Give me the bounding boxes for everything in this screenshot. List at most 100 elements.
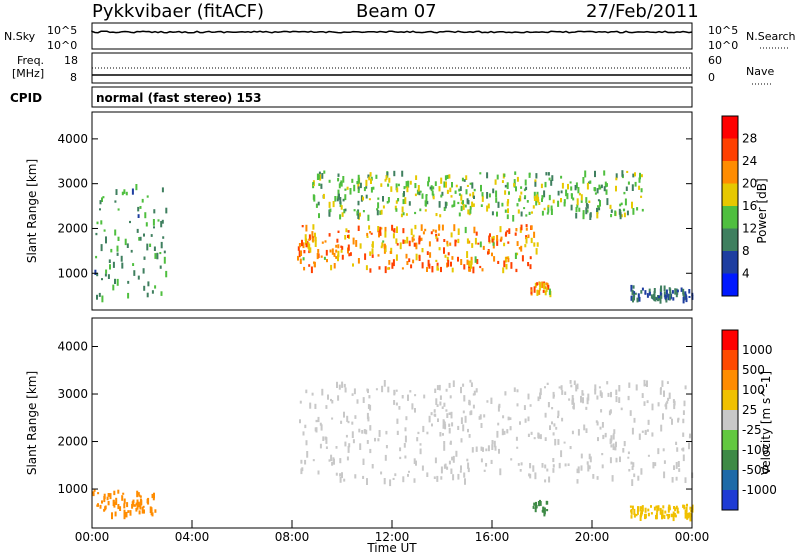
power-mark-1: [414, 193, 417, 197]
power-mark-1: [380, 209, 383, 215]
power-mark-0: [401, 267, 404, 270]
power-mark-0: [380, 227, 383, 230]
power-mark-2: [141, 198, 144, 203]
velocity-mark-0: [641, 393, 644, 398]
power-mark-1: [557, 190, 560, 196]
velocity-mark-0: [585, 406, 588, 410]
velocity-mark-0: [490, 459, 493, 464]
velocity-mark-0: [352, 439, 355, 444]
power-mark-0: [302, 257, 305, 261]
power-mark-1: [408, 201, 411, 206]
power-mark-2: [154, 285, 157, 289]
velocity-yticks: 1000 2000 3000 4000: [57, 340, 692, 496]
velocity-mark-0: [393, 389, 396, 396]
power-mark-0: [474, 237, 477, 245]
power-mark-0: [403, 239, 406, 244]
velocity-mark-0: [571, 430, 574, 435]
velocity-mark-0: [587, 393, 590, 401]
velocity-mark-3: [656, 505, 659, 513]
power-mark-4: [637, 293, 640, 298]
velocity-mark-1: [109, 493, 112, 500]
velocity-mark-3: [667, 506, 670, 513]
power-mark-0: [325, 249, 328, 256]
power-mark-4: [682, 288, 685, 295]
velocity-mark-0: [528, 473, 531, 477]
velocity-mark-3: [675, 505, 678, 510]
power-mark-2: [107, 274, 110, 279]
power-mark-3: [547, 284, 550, 290]
power-mark-1: [397, 198, 400, 202]
velocity-mark-0: [544, 437, 547, 441]
power-mark-1: [625, 186, 628, 191]
velocity-mark-0: [560, 385, 563, 391]
velocity-mark-0: [627, 456, 630, 459]
velocity-mark-0: [449, 395, 452, 399]
power-mark-3: [545, 287, 548, 293]
power-mark-0: [307, 242, 310, 249]
velocity-mark-0: [450, 468, 453, 474]
velocity-colorbar-tick-label: -25: [742, 423, 762, 437]
velocity-mark-0: [341, 381, 344, 388]
velocity-colorbar-tick-label: -500: [742, 463, 769, 477]
power-mark-0: [525, 227, 528, 231]
power-mark-1: [425, 194, 428, 202]
power-mark-4: [630, 296, 633, 301]
velocity-mark-0: [375, 388, 378, 391]
power-mark-1: [517, 209, 520, 214]
velocity-mark-0: [455, 450, 458, 457]
power-mark-1: [450, 195, 453, 198]
power-mark-0: [471, 243, 474, 248]
power-mark-0: [347, 230, 350, 233]
power-mark-0: [514, 232, 517, 236]
power-mark-0: [493, 256, 496, 262]
power-mark-0: [337, 230, 340, 233]
velocity-mark-1: [139, 495, 142, 498]
velocity-mark-0: [592, 474, 595, 479]
power-mark-0: [341, 246, 344, 250]
power-mark-1: [488, 193, 491, 198]
power-mark-0: [527, 234, 530, 239]
power-mark-2: [130, 249, 133, 253]
power-mark-1: [353, 209, 356, 212]
velocity-mark-0: [646, 400, 649, 404]
power-mark-1: [453, 200, 456, 207]
velocity-mark-0: [448, 460, 451, 465]
nave-top: 60: [708, 54, 722, 67]
power-colorbar-swatch: [722, 161, 738, 184]
velocity-mark-0: [467, 467, 470, 473]
velocity-mark-1: [93, 489, 96, 492]
velocity-mark-0: [677, 418, 680, 423]
velocity-mark-0: [659, 388, 662, 395]
velocity-mark-1: [92, 492, 95, 497]
velocity-mark-0: [299, 400, 302, 404]
power-mark-1: [421, 193, 424, 199]
power-mark-0: [443, 247, 445, 254]
power-mark-2: [126, 243, 129, 248]
velocity-mark-3: [670, 513, 673, 518]
power-mark-1: [432, 193, 435, 198]
power-mark-3: [534, 282, 537, 288]
velocity-mark-3: [641, 510, 643, 514]
power-mark-1: [508, 191, 510, 195]
power-mark-0: [323, 256, 326, 260]
velocity-mark-0: [623, 441, 626, 447]
velocity-mark-0: [317, 470, 320, 475]
power-mark-1: [597, 205, 600, 210]
power-mark-1: [467, 200, 470, 205]
velocity-mark-0: [551, 407, 554, 410]
velocity-mark-0: [572, 398, 575, 405]
power-mark-4: [682, 292, 685, 296]
velocity-mark-2: [537, 501, 540, 506]
power-mark-0: [314, 236, 317, 242]
power-mark-0: [337, 254, 339, 262]
velocity-mark-3: [690, 509, 693, 512]
velocity-mark-0: [419, 448, 422, 455]
power-mark-0: [432, 229, 435, 232]
velocity-mark-0: [362, 397, 365, 403]
velocity-mark-0: [544, 464, 547, 469]
power-mark-1: [459, 186, 462, 191]
power-mark-1: [557, 200, 560, 207]
power-mark-1: [403, 186, 406, 190]
power-mark-1: [426, 200, 429, 205]
velocity-mark-0: [544, 412, 547, 418]
